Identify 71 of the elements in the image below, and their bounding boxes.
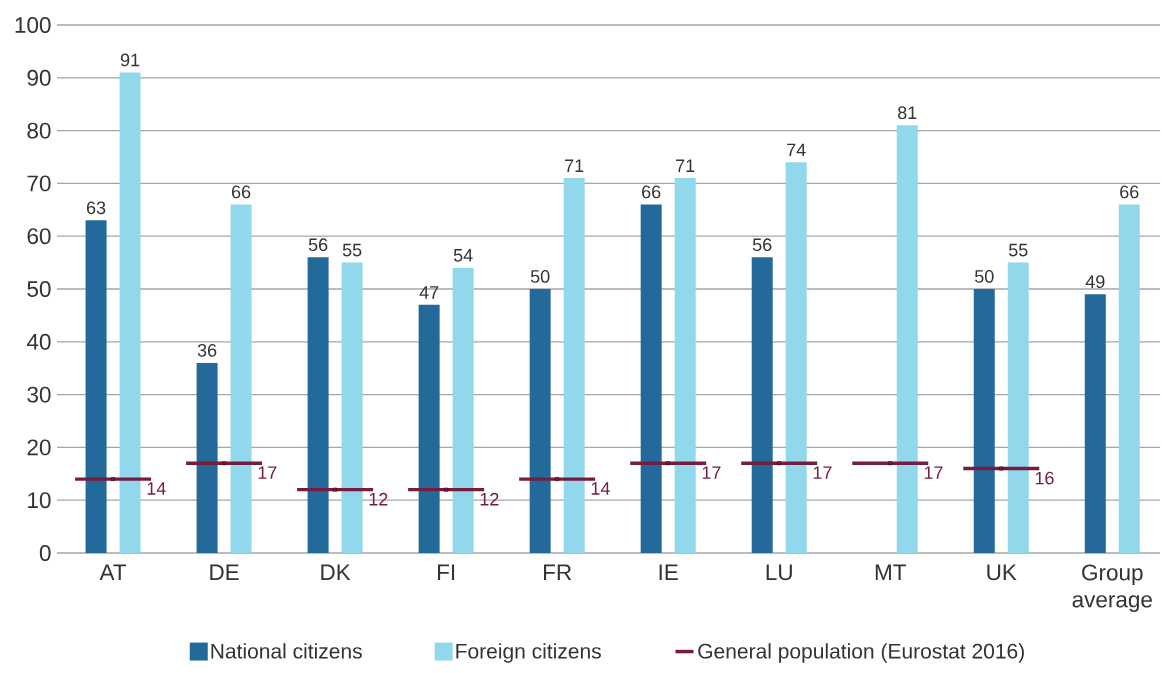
bar — [785, 162, 807, 553]
x-tick-label: Group average — [1072, 564, 1152, 612]
data-label: 71 — [565, 159, 584, 172]
legend-label: Foreign citizens — [456, 643, 601, 663]
bar — [640, 204, 662, 553]
bar — [196, 362, 218, 553]
data-label: 12 — [369, 492, 388, 506]
y-tick-label: 100 — [15, 17, 51, 33]
bar — [973, 289, 995, 553]
legend-label: National citizens — [211, 643, 362, 659]
data-label: 47 — [419, 286, 439, 299]
y-tick-label: 60 — [27, 228, 51, 245]
bar — [341, 262, 363, 553]
bar — [529, 289, 551, 553]
data-label: 14 — [147, 482, 166, 495]
data-label: 63 — [86, 201, 106, 215]
data-label: 81 — [898, 106, 917, 120]
x-tick-label: MT — [875, 564, 906, 581]
data-label: 14 — [591, 482, 610, 495]
bar — [230, 204, 252, 553]
bar — [418, 304, 440, 553]
data-label: 71 — [676, 159, 695, 172]
data-label: 74 — [787, 143, 806, 157]
data-label: 91 — [120, 53, 140, 67]
data-label: 66 — [231, 185, 251, 199]
legend-label: General population (Eurostat 2016) — [698, 643, 1024, 663]
data-label: 55 — [342, 243, 362, 257]
x-tick-label: IE — [659, 564, 678, 581]
data-label: 17 — [924, 466, 943, 479]
y-tick-label: 50 — [27, 281, 51, 297]
data-label: 66 — [1120, 185, 1139, 199]
bar — [674, 178, 696, 553]
bar — [751, 257, 773, 553]
x-tick-label: FI — [437, 564, 455, 581]
y-tick-label: 80 — [27, 122, 51, 139]
data-label: 50 — [974, 270, 994, 283]
x-tick-label: DE — [210, 564, 239, 581]
y-tick-label: 90 — [27, 69, 51, 86]
bar — [1007, 262, 1029, 553]
data-label: 56 — [308, 238, 328, 252]
bar — [563, 178, 585, 553]
x-tick-label: FR — [544, 564, 572, 581]
data-label: 17 — [702, 466, 721, 479]
y-tick-label: 0 — [39, 545, 51, 561]
data-label: 49 — [1085, 275, 1105, 289]
data-label: 55 — [1008, 243, 1028, 257]
data-label: 17 — [813, 466, 832, 479]
x-tick-label: LU — [766, 564, 792, 581]
data-label: 56 — [752, 238, 772, 252]
data-label: 50 — [530, 270, 550, 283]
y-tick-label: 10 — [28, 492, 51, 509]
bar — [85, 220, 107, 553]
x-tick-label: AT — [99, 564, 127, 581]
y-tick-label: 70 — [27, 175, 51, 192]
data-label: 66 — [642, 185, 661, 199]
bar — [452, 267, 474, 553]
bar — [1118, 204, 1140, 553]
y-tick-label: 40 — [26, 333, 51, 350]
data-label: 16 — [1035, 471, 1054, 485]
bar — [1084, 294, 1106, 553]
bar — [307, 257, 329, 553]
data-label: 36 — [197, 343, 217, 357]
data-label: 12 — [480, 492, 499, 506]
data-label: 17 — [258, 466, 277, 479]
x-tick-label: UK — [987, 564, 1017, 581]
bar — [896, 125, 918, 553]
x-tick-label: DK — [321, 564, 351, 581]
y-tick-label: 30 — [27, 386, 51, 403]
y-tick-label: 20 — [27, 439, 51, 456]
bar — [119, 72, 141, 553]
data-label: 54 — [453, 249, 473, 262]
